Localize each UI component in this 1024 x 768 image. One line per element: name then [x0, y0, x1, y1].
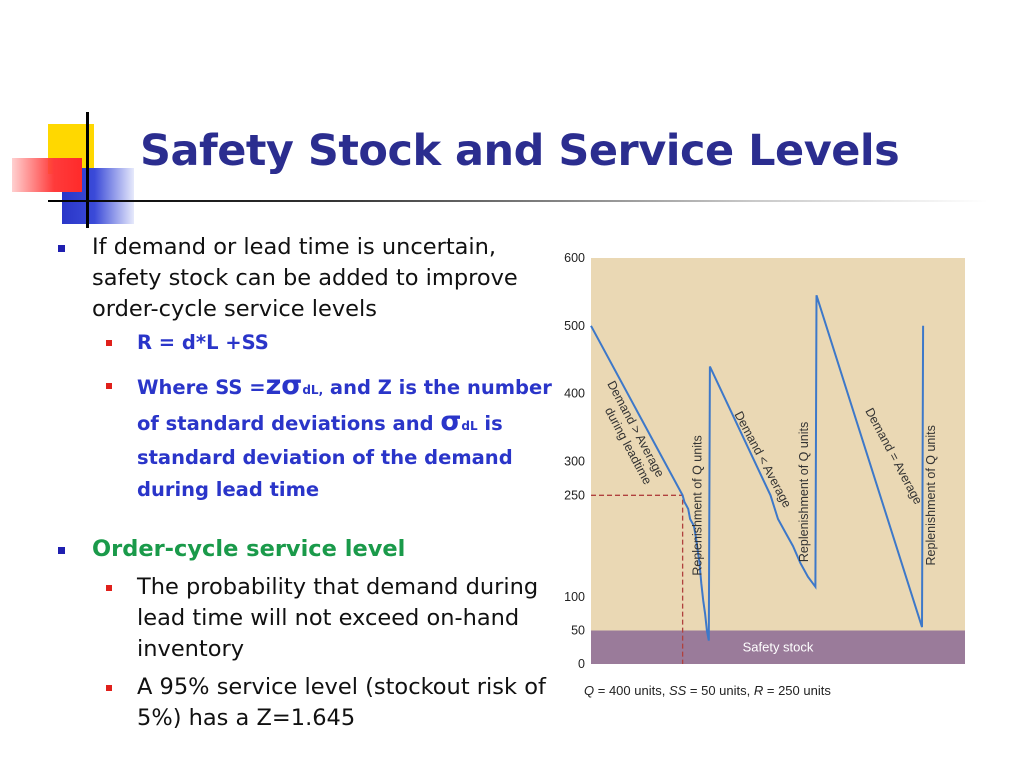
- logo-vertical-line: [86, 112, 89, 228]
- bullet-order-cycle-service-level: Order-cycle service level: [92, 536, 406, 562]
- bullet-marker: [58, 245, 65, 252]
- sub-bullet-marker: [106, 685, 112, 691]
- bullet-marker: [58, 547, 65, 554]
- y-tick-600: 600: [564, 251, 585, 265]
- ss-prefix: Where SS =: [137, 376, 266, 399]
- dl-subscript: dL,: [302, 383, 324, 397]
- bullet-reorder-formula: R = d*L +SS: [137, 331, 269, 354]
- sub-bullet-marker: [106, 383, 112, 389]
- caption-r-value: = 250 units: [763, 683, 831, 698]
- y-tick-400: 400: [564, 387, 585, 401]
- ss-suffix: is standard deviation of the demand duri…: [137, 412, 513, 501]
- z-sigma-symbol: zσ: [265, 370, 303, 401]
- chart-caption: Q = 400 units, SS = 50 units, R = 250 un…: [584, 683, 831, 698]
- safety-stock-band: [591, 630, 965, 664]
- bullet-safety-stock-definition: Where SS =zσdL, and Z is the number of s…: [137, 370, 557, 506]
- caption-r: R: [754, 683, 763, 698]
- caption-ss: SS: [669, 683, 687, 698]
- y-tick-300: 300: [564, 454, 585, 468]
- ss-middle: and Z is the number of standard deviatio…: [137, 376, 552, 435]
- y-tick-0: 0: [578, 657, 585, 671]
- segment-label-2: Replenishment of Q units: [690, 435, 704, 575]
- logo-red-bar: [12, 158, 82, 192]
- caption-q: Q: [584, 683, 594, 698]
- sub-bullet-marker: [106, 340, 112, 346]
- inventory-series-line: [590, 294, 925, 641]
- y-tick-50: 50: [571, 624, 585, 638]
- sub-bullet-marker: [106, 585, 112, 591]
- safety-stock-label: Safety stock: [743, 639, 814, 654]
- y-tick-250: 250: [564, 488, 585, 502]
- dl-subscript-2: dL: [461, 419, 478, 433]
- caption-q-value: = 400 units,: [594, 683, 669, 698]
- caption-ss-value: = 50 units,: [686, 683, 754, 698]
- segment-label-4: Replenishment of Q units: [797, 422, 811, 562]
- title-underline: [48, 200, 988, 202]
- y-tick-500: 500: [564, 319, 585, 333]
- segment-label-6: Replenishment of Q units: [924, 425, 938, 565]
- bullet-uncertain-demand: If demand or lead time is uncertain, saf…: [92, 234, 518, 322]
- y-axis-ticks: 0 50 100 250 300 400 500 600: [564, 251, 585, 671]
- bullet-95-percent-example: A 95% service level (stockout risk of 5%…: [137, 674, 546, 731]
- bullet-probability-definition: The probability that demand during lead …: [137, 574, 539, 662]
- page-title: Safety Stock and Service Levels: [140, 126, 900, 176]
- plot-background: [591, 258, 965, 664]
- y-tick-100: 100: [564, 590, 585, 604]
- sigma-symbol: σ: [440, 406, 462, 437]
